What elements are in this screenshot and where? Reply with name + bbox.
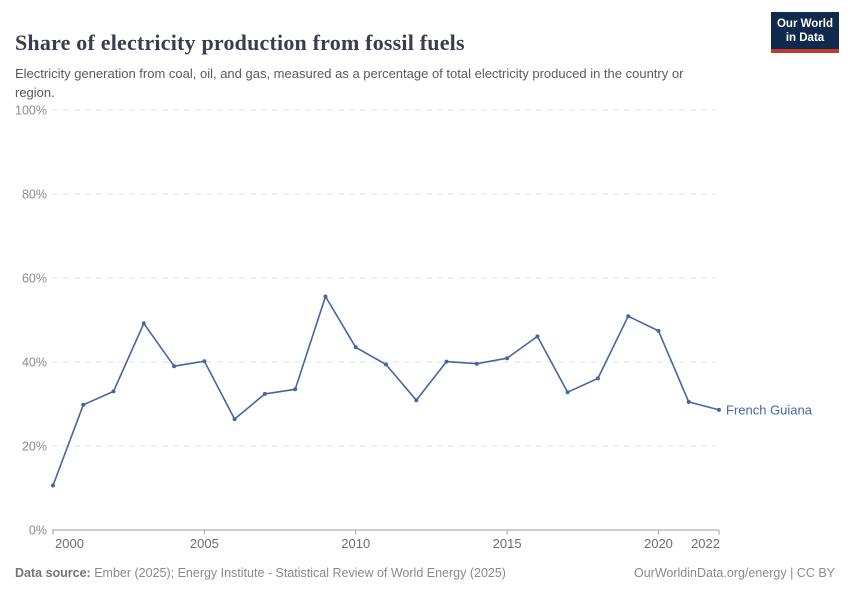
gridlines-group [52, 109, 716, 447]
data-point-2005[interactable] [202, 359, 207, 364]
data-point-2004[interactable] [172, 364, 177, 369]
data-point-2019[interactable] [626, 314, 631, 319]
series-end-label: French Guiana [726, 402, 813, 417]
data-point-2018[interactable] [595, 376, 600, 381]
chart-footer: Data source: Ember (2025); Energy Instit… [15, 566, 835, 580]
data-point-2017[interactable] [565, 390, 570, 395]
data-point-2011[interactable] [384, 362, 388, 367]
data-point-2021[interactable] [686, 399, 691, 404]
x-tick-label-2000: 2000 [55, 536, 84, 551]
data-point-2007[interactable] [262, 391, 267, 396]
data-point-2001[interactable] [81, 402, 86, 407]
owid-logo-line2: in Data [785, 32, 825, 44]
data-source-text: Ember (2025); Energy Institute - Statist… [90, 566, 506, 580]
data-source-note: Data source: Ember (2025); Energy Instit… [15, 566, 506, 580]
data-point-2006[interactable] [232, 417, 237, 422]
data-point-2022[interactable] [717, 407, 721, 412]
data-point-2016[interactable] [535, 334, 540, 339]
x-tick-label-2005: 2005 [190, 536, 219, 551]
chart-subtitle: Electricity generation from coal, oil, a… [15, 66, 684, 100]
y-tick-label-20: 20% [22, 440, 47, 454]
page-title: Share of electricity production from fos… [15, 29, 465, 55]
data-point-2008[interactable] [293, 387, 298, 392]
owid-url-license[interactable]: OurWorldinData.org/energy | CC BY [633, 566, 835, 580]
y-tick-label-60: 60% [22, 272, 47, 286]
data-point-2015[interactable] [505, 356, 510, 361]
x-tick-label-2020: 2020 [644, 536, 673, 551]
data-point-2013[interactable] [444, 359, 449, 364]
chart-svg[interactable]: 0% 20% 40% 60% 80% 100% 2000 2005 2010 2015 2020 20… [0, 95, 850, 560]
owid-logo[interactable]: Our World in Data [771, 12, 839, 53]
y-tick-label-40: 40% [22, 356, 47, 370]
data-point-2014[interactable] [474, 361, 479, 366]
x-tick-label-2022: 2022 [691, 536, 720, 551]
series-line[interactable] [52, 295, 720, 487]
data-point-2012[interactable] [414, 398, 419, 403]
x-tick-label-2015: 2015 [493, 536, 522, 551]
y-tick-label-80: 80% [22, 188, 47, 202]
data-point-2002[interactable] [111, 389, 116, 394]
axis-group: 0% 20% 40% 60% 80% 100% 2000 2005 2010 2015 2020 20… [15, 104, 720, 552]
x-tick-label-2010: 2010 [341, 536, 370, 551]
y-tick-label-100: 100% [15, 104, 47, 118]
data-point-2003[interactable] [141, 321, 146, 326]
data-point-2009[interactable] [323, 294, 328, 299]
y-tick-label-0: 0% [29, 524, 47, 538]
data-source-label: Data source: [15, 566, 91, 580]
data-point-2020[interactable] [656, 328, 661, 333]
owid-logo-line1: Our World [776, 18, 833, 30]
series-group: French Guiana [51, 294, 813, 488]
data-point-2000[interactable] [51, 483, 55, 488]
data-point-2010[interactable] [353, 345, 358, 350]
